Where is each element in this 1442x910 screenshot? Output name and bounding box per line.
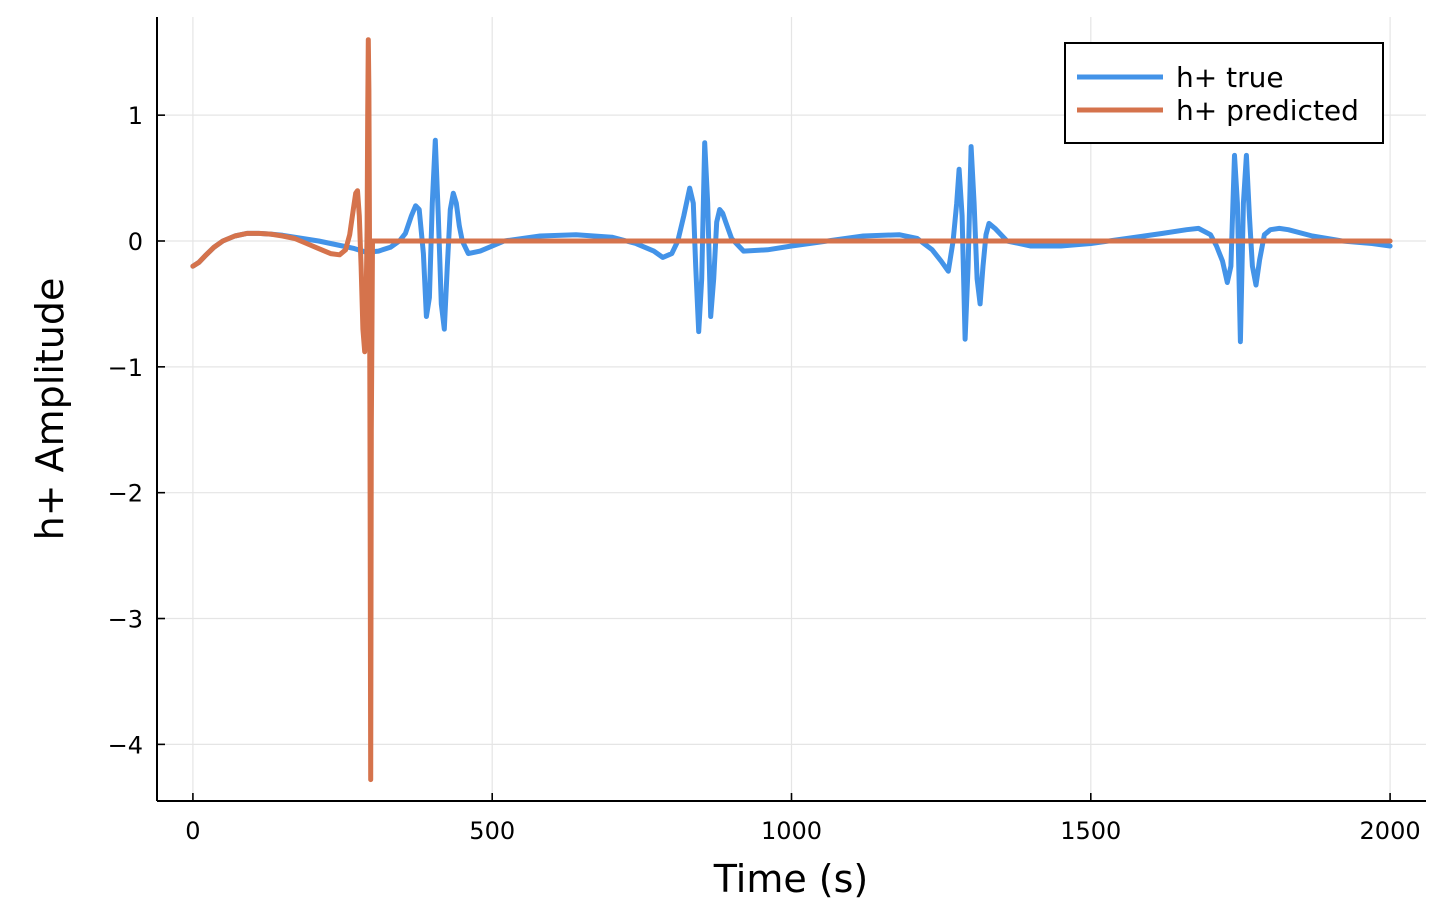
- y-tick-label: 0: [128, 228, 143, 256]
- legend-label-true: h+ true: [1176, 61, 1284, 94]
- legend-label-predicted: h+ predicted: [1176, 94, 1359, 127]
- series-line-predicted: [190, 37, 1393, 783]
- y-tick-label: −4: [108, 731, 143, 759]
- legend: h+ true h+ predicted: [1064, 42, 1384, 144]
- x-tick-label: 1000: [761, 817, 822, 845]
- plot-area: [190, 37, 1393, 783]
- series-line-true: [190, 137, 1393, 345]
- y-tick-label: −1: [108, 354, 143, 382]
- x-axis-title: Time (s): [713, 857, 869, 901]
- y-tick-label: −2: [108, 480, 143, 508]
- x-tick-label: 1500: [1060, 817, 1121, 845]
- y-tick-label: −3: [108, 606, 143, 634]
- y-axis-title: h+ Amplitude: [28, 278, 72, 541]
- y-tick-label: 1: [128, 102, 143, 130]
- x-tick-label: 2000: [1360, 817, 1421, 845]
- x-tick-label: 500: [469, 817, 515, 845]
- legend-box: [1064, 42, 1384, 144]
- x-tick-label: 0: [185, 817, 200, 845]
- ticks: 0 500 1000 1500 2000 1 0 −1 −2 −3 −4: [108, 102, 1421, 845]
